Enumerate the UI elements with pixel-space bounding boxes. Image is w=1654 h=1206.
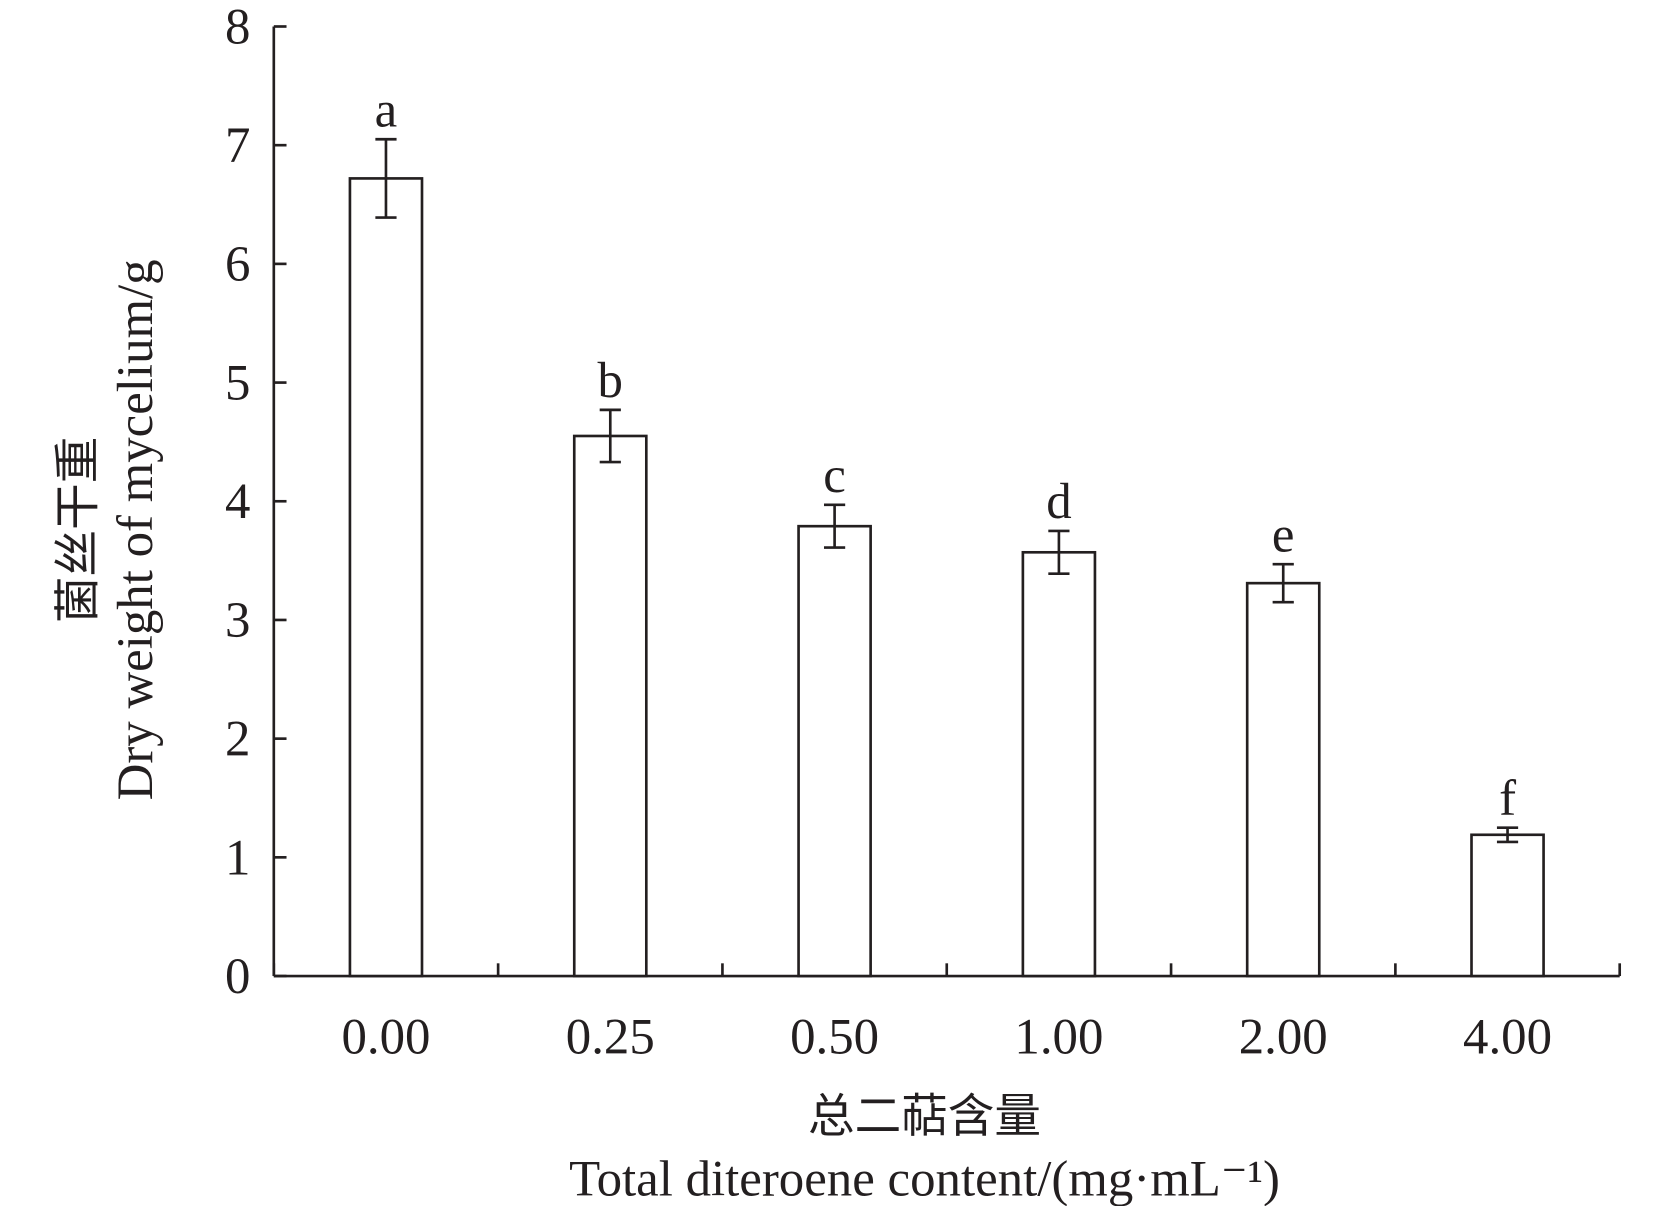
bars: a b c d e f	[348, 83, 1545, 978]
y-tick-label: 7	[225, 118, 250, 174]
x-tick-label: 0.00	[341, 1009, 430, 1065]
y-tick-label: 4	[225, 474, 250, 530]
bar-0.50	[797, 524, 872, 978]
significance-label: a	[375, 83, 398, 139]
x-axis-label-cn: 总二萜含量	[808, 1091, 1041, 1143]
y-tick-label: 1	[225, 830, 250, 886]
significance-label: b	[598, 353, 623, 409]
significance-label: e	[1272, 507, 1295, 563]
x-tick-label: 0.50	[790, 1009, 879, 1065]
y-axis-label-cn: 菌丝干重	[53, 437, 105, 623]
y-tick-label: 0	[225, 949, 250, 1005]
x-tick-label: 1.00	[1014, 1009, 1103, 1065]
y-tick-label: 8	[225, 0, 250, 55]
bar-0.25	[572, 434, 648, 978]
y-tick-label: 5	[225, 356, 250, 412]
x-axis-label: Total diteroene content/(mg·mL⁻¹)	[569, 1151, 1280, 1206]
x-tick-label: 0.25	[566, 1009, 655, 1065]
y-axis-label: Dry weight of mycelium/g	[108, 259, 164, 800]
bar-1.00	[1021, 550, 1097, 978]
bar-2.00	[1245, 581, 1321, 978]
significance-label: c	[823, 448, 846, 504]
y-tick-label: 3	[225, 593, 250, 649]
x-tick-label: 2.00	[1239, 1009, 1328, 1065]
x-tick-label: 4.00	[1463, 1009, 1552, 1065]
axes: 0 1 2 3 4 5 6 7 8 0.00 0.25 0.50 1.00 2.00 4.00	[225, 0, 1622, 1065]
y-tick-label: 6	[225, 237, 250, 293]
bar-4.00	[1470, 833, 1545, 978]
bar-0.00	[348, 177, 424, 978]
significance-label: d	[1046, 474, 1071, 530]
significance-label: f	[1499, 771, 1516, 827]
y-tick-label: 2	[225, 712, 250, 768]
